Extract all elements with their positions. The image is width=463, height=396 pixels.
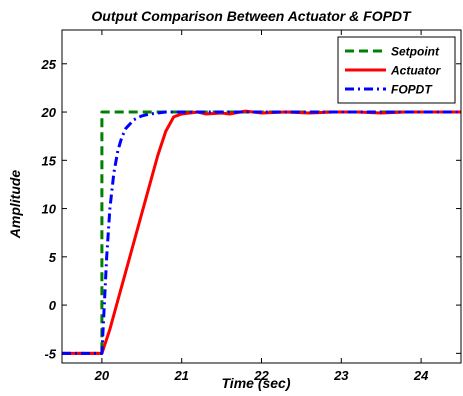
plot-area: 20 21 22 23 24 -5 0 5 10 15 20 25 Setpoint Actuator FO… [41,29,462,383]
y-tick-label: 0 [49,298,57,313]
y-tick-label: 5 [49,250,57,265]
x-tick-label: 20 [94,368,110,383]
legend-label-setpoint: Setpoint [391,45,440,59]
y-tick-label: 10 [42,202,57,217]
legend-label-fopdt: FOPDT [391,83,433,97]
chart-title: Output Comparison Between Actuator & FOP… [91,8,412,24]
y-tick-label: 25 [41,57,57,72]
x-tick-label: 22 [253,368,269,383]
axes-frame [61,29,462,364]
legend-label-actuator: Actuator [390,64,442,78]
y-tick-label: 20 [41,105,57,120]
y-tick-label: 15 [42,153,57,168]
y-axis-label: Amplitude [7,170,23,240]
x-axis-label: Time (sec) [222,375,291,391]
x-tick-label: 21 [173,368,188,383]
y-tick-label: -5 [44,346,56,361]
x-tick-label: 23 [333,368,349,383]
x-tick-label: 24 [413,368,429,383]
series-line-fopdt [62,110,461,355]
